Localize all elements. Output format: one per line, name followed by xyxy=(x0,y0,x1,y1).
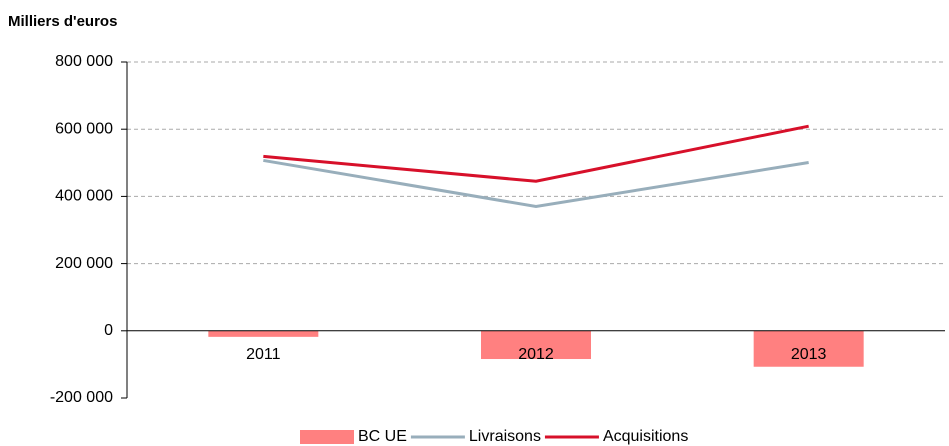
y-tick-label: -200 000 xyxy=(50,389,113,406)
y-axis-label: Milliers d'euros xyxy=(8,13,117,30)
bar xyxy=(481,330,591,360)
x-tick-label: 2013 xyxy=(791,346,827,363)
line xyxy=(263,158,809,209)
bar xyxy=(208,330,319,337)
legend-label: Acquisitions xyxy=(603,428,688,445)
legend-swatch xyxy=(300,430,354,444)
x-tick-label: 2011 xyxy=(246,346,281,363)
bar xyxy=(753,330,864,367)
legend-label: BC UE xyxy=(358,428,407,445)
x-tick-label: 2012 xyxy=(518,346,554,363)
legend-label: Livraisons xyxy=(469,428,541,445)
y-tick-label: 600 000 xyxy=(55,120,113,137)
y-tick-label: 200 000 xyxy=(55,255,113,272)
y-tick-label: 400 000 xyxy=(55,188,113,205)
y-tick-label: 0 xyxy=(104,322,113,339)
y-tick-label: 800 000 xyxy=(55,53,113,70)
line xyxy=(263,124,809,183)
